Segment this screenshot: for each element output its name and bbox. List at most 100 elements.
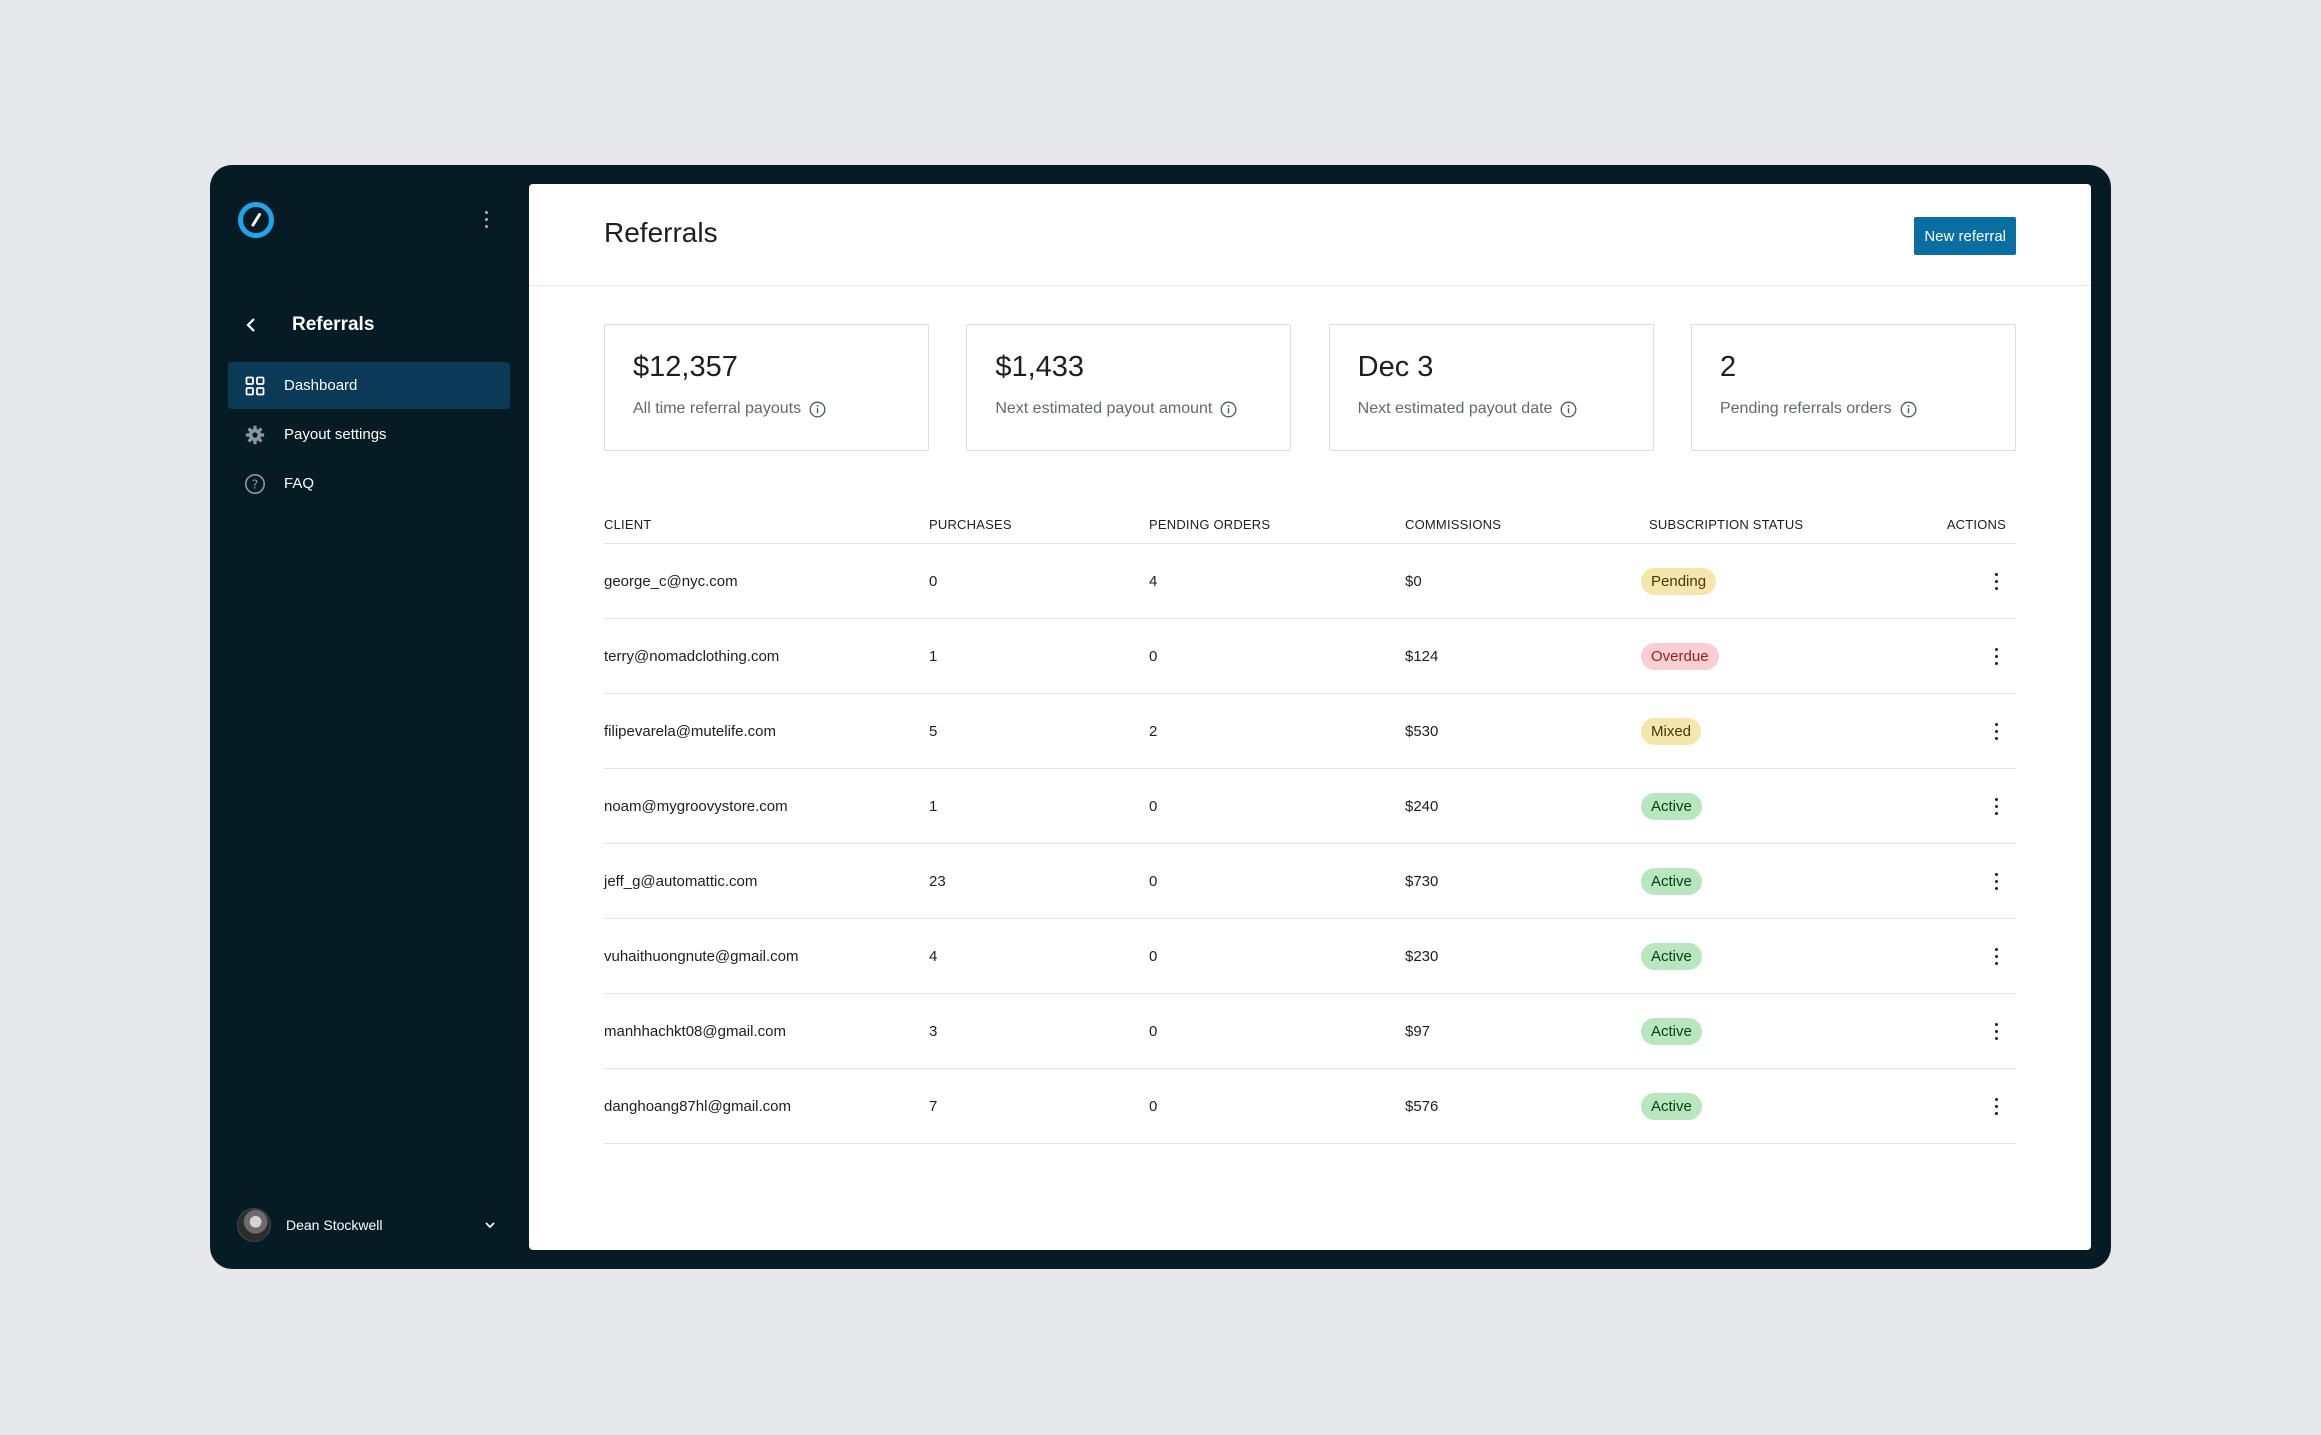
more-actions-icon[interactable] xyxy=(1986,1017,2006,1045)
summary-cards: $12,357 All time referral payouts $1,433… xyxy=(604,324,2016,451)
table-body: george_c@nyc.com 0 4 $0 Pending terry@nomadcl… xyxy=(604,544,2016,1144)
card-label: All time referral payouts xyxy=(633,400,802,417)
purchases-count: 3 xyxy=(929,1022,938,1040)
more-actions-icon[interactable] xyxy=(1986,792,2006,820)
status-cell: Pending xyxy=(1631,567,1931,595)
card-value: $12,357 xyxy=(633,351,738,383)
status-cell: Active xyxy=(1631,1017,1931,1045)
card-label: Next estimated payout amount xyxy=(995,400,1213,417)
status-badge: Active xyxy=(1641,1092,1702,1120)
grid-icon xyxy=(244,375,266,397)
sidebar-menu-icon[interactable] xyxy=(474,207,498,231)
status-badge: Active xyxy=(1641,942,1702,970)
column-header-actions: ACTIONS xyxy=(1946,517,2006,532)
card-value: 2 xyxy=(1719,351,1737,383)
card-label-row: Next estimated payout amount xyxy=(995,400,1262,418)
logo-icon[interactable] xyxy=(237,201,275,239)
client-email: george_c@nyc.com xyxy=(604,572,738,590)
commission-amount: $124 xyxy=(1405,647,1439,665)
more-actions-icon[interactable] xyxy=(1986,642,2006,670)
status-cell: Active xyxy=(1631,1092,1931,1120)
more-actions-icon[interactable] xyxy=(1986,567,2006,595)
status-badge: Active xyxy=(1641,792,1702,820)
more-actions-icon[interactable] xyxy=(1986,867,2006,895)
status-badge: Pending xyxy=(1641,567,1717,595)
actions-cell xyxy=(1931,792,2016,820)
sidebar-header: Referrals xyxy=(232,303,374,347)
column-header-purchases[interactable]: PURCHASES xyxy=(929,517,1012,532)
info-icon[interactable] xyxy=(1560,401,1577,418)
status-badge: Overdue xyxy=(1641,642,1719,670)
pending-orders-count: 0 xyxy=(1149,647,1158,665)
purchases-count: 5 xyxy=(929,722,938,740)
client-email: manhhachkt08@gmail.com xyxy=(604,1022,786,1040)
app-frame: Referrals Dashboard xyxy=(210,165,2111,1269)
help-circle-icon: ? xyxy=(244,473,266,495)
info-icon[interactable] xyxy=(809,401,826,418)
status-badge: Mixed xyxy=(1641,717,1702,745)
table-row[interactable]: noam@mygroovystore.com 1 0 $240 Active xyxy=(604,769,2016,844)
commission-amount: $240 xyxy=(1405,797,1439,815)
status-cell: Active xyxy=(1631,792,1931,820)
client-email: noam@mygroovystore.com xyxy=(604,797,788,815)
table-row[interactable]: vuhaithuongnute@gmail.com 4 0 $230 Active xyxy=(604,919,2016,994)
column-header-commissions[interactable]: COMMISSIONS xyxy=(1405,517,1502,532)
sidebar-section-title: Referrals xyxy=(292,314,375,335)
avatar xyxy=(237,1208,271,1242)
table-row[interactable]: manhhachkt08@gmail.com 3 0 $97 Active xyxy=(604,994,2016,1069)
client-email: jeff_g@automattic.com xyxy=(604,872,758,890)
commission-amount: $230 xyxy=(1405,947,1439,965)
table-row[interactable]: jeff_g@automattic.com 23 0 $730 Active xyxy=(604,844,2016,919)
main-panel: Referrals New referral $12,357 All time … xyxy=(529,184,2091,1250)
pending-orders-count: 0 xyxy=(1149,947,1158,965)
table-row[interactable]: terry@nomadclothing.com 1 0 $124 Overdue xyxy=(604,619,2016,694)
chevron-down-icon[interactable] xyxy=(481,1216,499,1234)
summary-card: $1,433 Next estimated payout amount xyxy=(966,324,1292,451)
card-value: $1,433 xyxy=(995,351,1085,383)
commission-amount: $0 xyxy=(1405,572,1422,590)
new-referral-button[interactable]: New referral xyxy=(1914,217,2016,255)
more-actions-icon[interactable] xyxy=(1986,942,2006,970)
status-cell: Overdue xyxy=(1631,642,1931,670)
status-cell: Active xyxy=(1631,867,1931,895)
purchases-count: 7 xyxy=(929,1097,938,1115)
sidebar-item-payout-settings[interactable]: Payout settings xyxy=(228,411,510,458)
client-email: danghoang87hl@gmail.com xyxy=(604,1097,792,1115)
sidebar: Referrals Dashboard xyxy=(210,165,528,1269)
actions-cell xyxy=(1931,717,2016,745)
column-header-client[interactable]: CLIENT xyxy=(604,517,652,532)
referrals-table: CLIENT PURCHASES PENDING ORDERS COMMISSI… xyxy=(604,506,2016,1144)
table-row[interactable]: george_c@nyc.com 0 4 $0 Pending xyxy=(604,544,2016,619)
pending-orders-count: 0 xyxy=(1149,1097,1158,1115)
user-menu[interactable]: Dean Stockwell xyxy=(237,1205,499,1245)
sidebar-item-dashboard[interactable]: Dashboard xyxy=(228,362,510,409)
sidebar-item-faq[interactable]: ? FAQ xyxy=(228,460,510,507)
sidebar-item-label: FAQ xyxy=(284,475,315,492)
summary-card: 2 Pending referrals orders xyxy=(1690,324,2016,451)
info-icon[interactable] xyxy=(1220,401,1237,418)
chevron-left-icon[interactable] xyxy=(232,305,272,345)
status-badge: Active xyxy=(1641,1017,1702,1045)
commission-amount: $576 xyxy=(1405,1097,1439,1115)
card-value: Dec 3 xyxy=(1357,351,1434,383)
user-name: Dean Stockwell xyxy=(286,1217,383,1233)
client-email: filipevarela@mutelife.com xyxy=(604,722,776,740)
client-email: terry@nomadclothing.com xyxy=(604,647,780,665)
info-icon[interactable] xyxy=(1900,401,1917,418)
purchases-count: 1 xyxy=(929,797,938,815)
status-cell: Active xyxy=(1631,942,1931,970)
table-row[interactable]: danghoang87hl@gmail.com 7 0 $576 Active xyxy=(604,1069,2016,1144)
table-row[interactable]: filipevarela@mutelife.com 5 2 $530 Mixed xyxy=(604,694,2016,769)
column-header-pending-orders[interactable]: PENDING ORDERS xyxy=(1149,517,1271,532)
card-label: Next estimated payout date xyxy=(1357,400,1553,417)
summary-card: Dec 3 Next estimated payout date xyxy=(1328,324,1654,451)
more-actions-icon[interactable] xyxy=(1986,717,2006,745)
more-actions-icon[interactable] xyxy=(1986,1092,2006,1120)
page-title: Referrals xyxy=(604,217,718,248)
svg-text:?: ? xyxy=(252,477,258,491)
card-label-row: Pending referrals orders xyxy=(1720,400,1987,418)
column-header-subscription-status[interactable]: SUBSCRIPTION STATUS xyxy=(1649,517,1804,532)
actions-cell xyxy=(1931,567,2016,595)
sidebar-nav: Dashboard xyxy=(228,362,510,509)
pending-orders-count: 4 xyxy=(1149,572,1158,590)
